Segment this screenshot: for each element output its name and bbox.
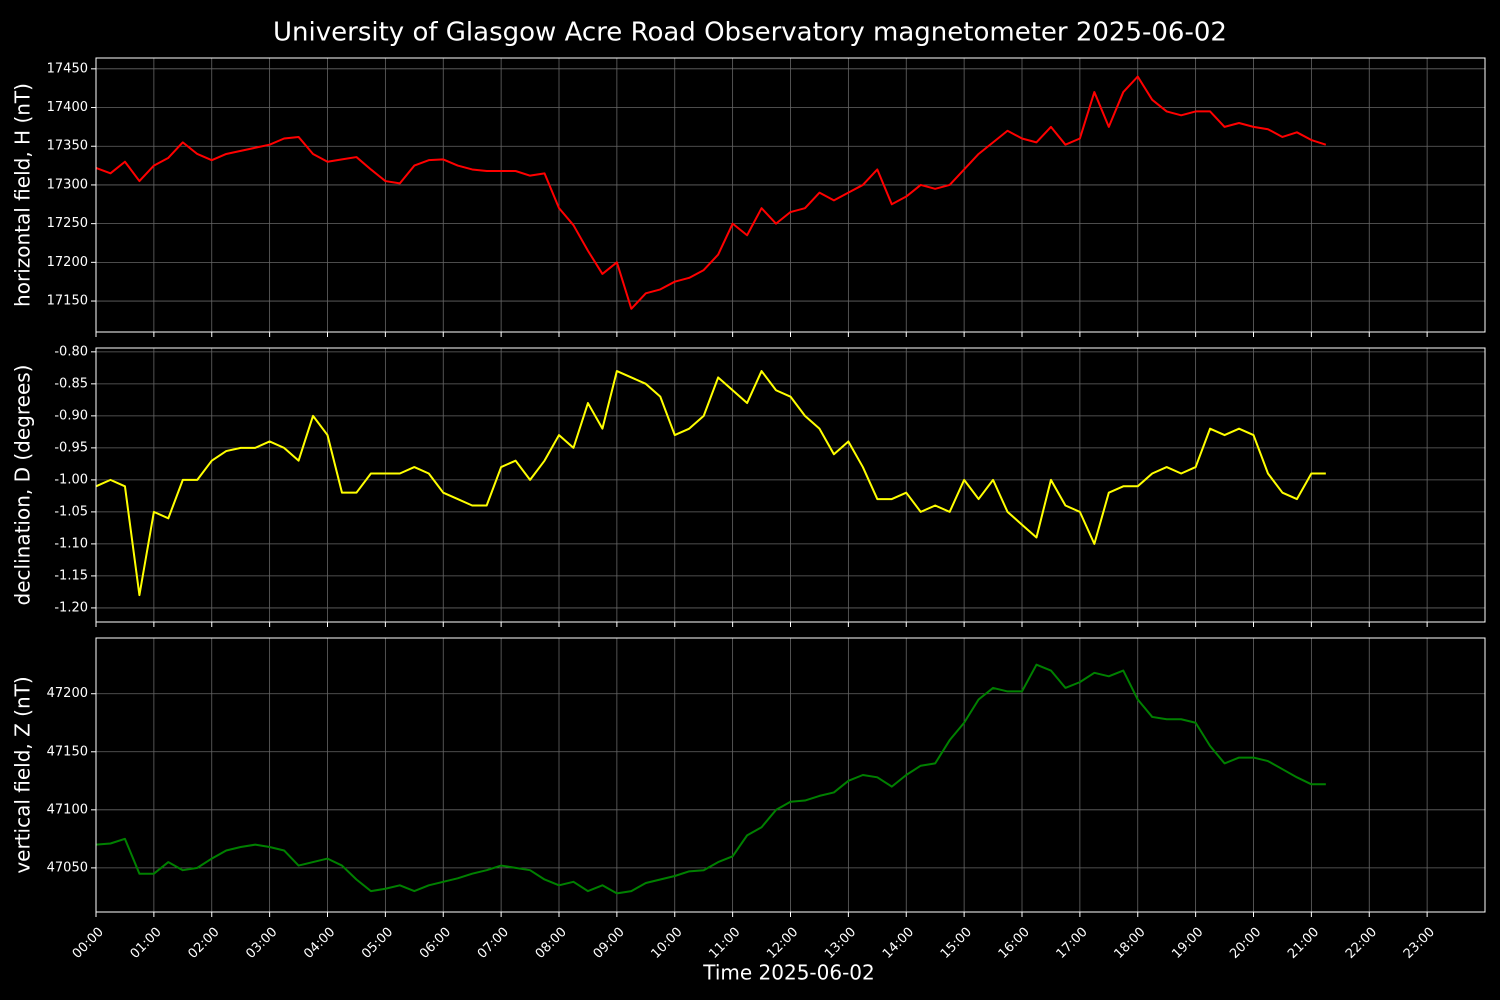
y-tick-label: 47050 xyxy=(47,860,88,875)
data-line xyxy=(95,663,1326,895)
y-tick-label: -0.80 xyxy=(54,344,88,359)
y-tick-label: -1.20 xyxy=(54,600,88,615)
y-tick-label: -1.05 xyxy=(54,504,88,519)
axes-frame xyxy=(95,57,1486,333)
y-tick-label: 17200 xyxy=(47,255,88,270)
y-tick-label: 47100 xyxy=(47,802,88,817)
data-line xyxy=(95,75,1327,310)
y-tick-label: 47200 xyxy=(47,686,88,701)
y-tick-label: -1.00 xyxy=(54,472,88,487)
y-tick-label: 17350 xyxy=(47,139,88,154)
y-axis-label: declination, D (degrees) xyxy=(11,365,35,606)
y-tick-label: -1.10 xyxy=(54,536,88,551)
y-tick-label: 17400 xyxy=(47,100,88,115)
y-tick-label: -0.85 xyxy=(54,376,88,391)
y-axis-label: horizontal field, H (nT) xyxy=(11,83,35,307)
data-line xyxy=(95,370,1326,597)
y-tick-label: -0.95 xyxy=(54,440,88,455)
y-tick-label: 17250 xyxy=(47,216,88,231)
x-axis-label: Time 2025-06-02 xyxy=(702,961,875,985)
y-tick-label: -1.15 xyxy=(54,568,88,583)
chart-title: University of Glasgow Acre Road Observat… xyxy=(273,18,1227,48)
y-tick-label: 17150 xyxy=(47,294,88,309)
y-axis-label: vertical field, Z (nT) xyxy=(11,676,35,873)
y-tick-label: 17450 xyxy=(47,61,88,76)
axes-frame xyxy=(95,637,1486,913)
y-tick-label: -0.90 xyxy=(54,408,88,423)
axes-frame xyxy=(95,347,1486,623)
y-tick-label: 47150 xyxy=(47,744,88,759)
y-tick-label: 17300 xyxy=(47,177,88,192)
